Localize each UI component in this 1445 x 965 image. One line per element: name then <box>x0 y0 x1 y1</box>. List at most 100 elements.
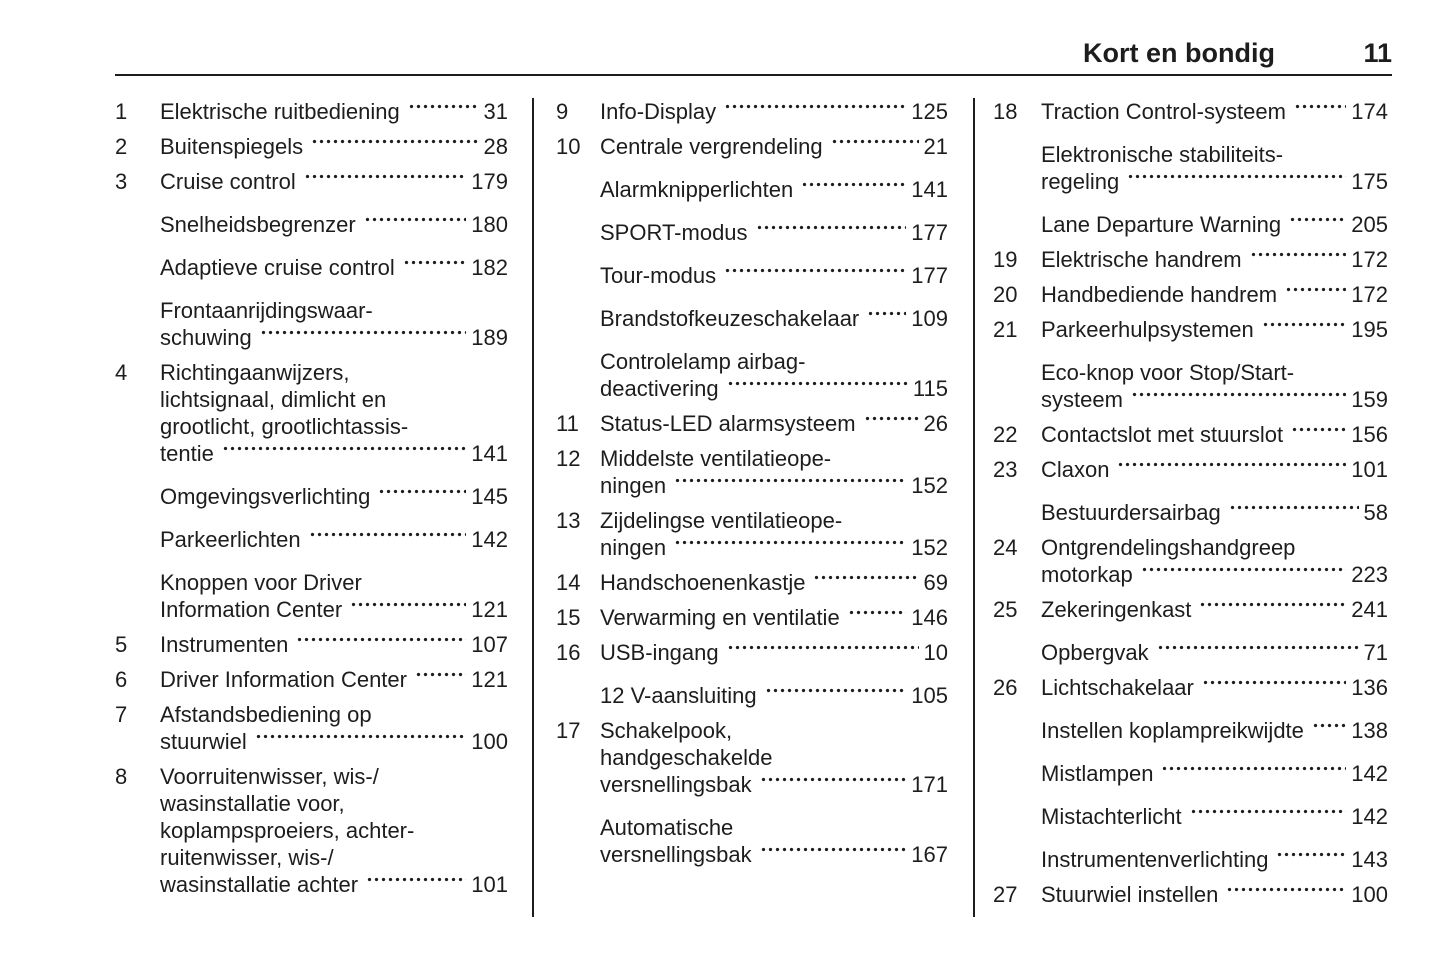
entry-page-ref: 121 <box>471 597 508 622</box>
entry-label-line: handgeschakelde <box>600 745 773 770</box>
index-column-2: 9 Info-Display 125 10 Centrale vergrendeling… <box>556 98 948 917</box>
entry-body: Middelste ventilatieope-ningen 152 <box>600 445 948 499</box>
entry-label: wasinstallatie achter <box>160 872 359 897</box>
entry-label: Zekeringenkast <box>1041 597 1192 622</box>
dot-leader <box>862 410 919 437</box>
index-entry: Knoppen voor Driver Information Center 121 <box>115 569 508 623</box>
entry-number: 18 <box>993 99 1018 124</box>
index-entry: Instellen koplampreikwijdte 138 <box>993 717 1388 744</box>
entry-number: 7 <box>115 702 128 727</box>
dot-leader <box>1129 386 1347 413</box>
entry-page-ref: 143 <box>1351 847 1388 872</box>
dot-leader <box>1155 639 1359 666</box>
dot-leader <box>725 639 919 666</box>
entry-page-ref: 21 <box>923 134 948 159</box>
entry-body: Mistachterlicht 142 <box>1041 803 1388 830</box>
entry-page-ref: 179 <box>471 169 508 194</box>
entry-body: Elektronische stabiliteits-regeling 175 <box>1041 141 1388 195</box>
entry-number: 2 <box>115 134 128 159</box>
index-entry: 18 Traction Control-systeem 174 <box>993 98 1388 125</box>
entry-label-line: Instrumenten 107 <box>160 631 508 658</box>
entry-body: Buitenspiegels 28 <box>160 133 508 160</box>
entry-label: ningen <box>600 473 667 498</box>
index-entry: Instrumentenverlichting 143 <box>993 846 1388 873</box>
entry-number: 1 <box>115 99 128 124</box>
dot-leader <box>349 596 467 623</box>
dot-leader <box>295 631 467 658</box>
entry-page-ref: 152 <box>911 535 948 560</box>
entry-page-ref: 100 <box>1351 882 1388 907</box>
entry-label-line: Handschoenenkastje 69 <box>600 569 948 596</box>
entry-label-line: grootlicht, grootlichtassis- <box>160 414 409 439</box>
index-entry: 13 Zijdelingse ventilatieope-ningen 152 <box>556 507 948 561</box>
column-divider-1 <box>532 98 534 917</box>
entry-body: Lane Departure Warning 205 <box>1041 211 1388 238</box>
entry-body: Brandstofkeuzeschakelaar 109 <box>600 305 948 332</box>
entry-page-ref: 205 <box>1351 212 1388 237</box>
entry-body: Adaptieve cruise control 182 <box>160 254 508 281</box>
entry-label: motorkap <box>1041 562 1133 587</box>
dot-leader <box>800 176 907 203</box>
dot-leader <box>1284 281 1347 308</box>
entry-label: Opbergvak <box>1041 640 1149 665</box>
dot-leader <box>829 133 919 160</box>
entry-body: Lichtschakelaar 136 <box>1041 674 1388 701</box>
index-entry: 25 Zekeringenkast 241 <box>993 596 1388 623</box>
entry-number: 17 <box>556 718 581 743</box>
entry-label-line: Omgevingsverlichting 145 <box>160 483 508 510</box>
index-entry: Parkeerlichten 142 <box>115 526 508 553</box>
entry-label-line: Centrale vergrendeling 21 <box>600 133 948 160</box>
entry-number <box>556 219 600 246</box>
entry-label: Mistachterlicht <box>1041 804 1182 829</box>
dot-leader <box>1126 168 1347 195</box>
entry-body: Elektrische ruitbediening 31 <box>160 98 508 125</box>
dot-leader <box>377 483 467 510</box>
index-entry: SPORT-modus 177 <box>556 219 948 246</box>
index-entry: 1 Elektrische ruitbediening 31 <box>115 98 508 125</box>
index-columns: 1 Elektrische ruitbediening 31 2 Buitenspieg… <box>115 98 1388 917</box>
entry-page-ref: 101 <box>1351 457 1388 482</box>
dot-leader <box>365 871 467 898</box>
entry-label-line: Stuurwiel instellen 100 <box>1041 881 1388 908</box>
entry-number <box>556 348 600 402</box>
entry-label-line: Voorruitenwisser, wis-/ <box>160 764 379 789</box>
entry-label: Instrumenten <box>160 632 289 657</box>
entry-number <box>115 297 160 351</box>
index-entry: Lane Departure Warning 205 <box>993 211 1388 238</box>
entry-label-line: Bestuurdersairbag 58 <box>1041 499 1388 526</box>
entry-label-line: Frontaanrijdingswaar- <box>160 298 373 323</box>
index-entry: Elektronische stabiliteits-regeling 175 <box>993 141 1388 195</box>
entry-page-ref: 241 <box>1351 597 1388 622</box>
entry-label-line: Cruise control 179 <box>160 168 508 195</box>
header-rule <box>115 74 1392 76</box>
index-entry: Automatische versnellingsbak 167 <box>556 814 948 868</box>
index-entry: 12 V-aansluiting 105 <box>556 682 948 709</box>
entry-label-line: lichtsignaal, dimlicht en <box>160 387 387 412</box>
entry-label: Cruise control <box>160 169 296 194</box>
dot-leader <box>401 254 467 281</box>
entry-page-ref: 146 <box>911 605 948 630</box>
entry-label: Buitenspiegels <box>160 134 304 159</box>
entry-label-line: versnellingsbak 167 <box>600 841 948 868</box>
entry-number: 16 <box>556 640 581 665</box>
entry-number <box>556 176 600 203</box>
entry-label-line: Status-LED alarmsysteem 26 <box>600 410 948 437</box>
entry-body: Zekeringenkast 241 <box>1041 596 1388 623</box>
entry-label-line: Knoppen voor Driver <box>160 570 362 595</box>
entry-label-line: Afstandsbediening op <box>160 702 372 727</box>
entry-number: 9 <box>556 99 569 124</box>
entry-body: 12 V-aansluiting 105 <box>600 682 948 709</box>
dot-leader <box>1275 846 1347 873</box>
dot-leader <box>362 211 467 238</box>
entry-label: systeem <box>1041 387 1123 412</box>
entry-number <box>993 499 1041 526</box>
entry-label: versnellingsbak <box>600 842 752 867</box>
dot-leader <box>846 604 907 631</box>
entry-label: Elektrische handrem <box>1041 247 1242 272</box>
entry-label-line: Handbediende handrem 172 <box>1041 281 1388 308</box>
entry-label: Lane Departure Warning <box>1041 212 1282 237</box>
index-entry: 22 Contactslot met stuurslot 156 <box>993 421 1388 448</box>
dot-leader <box>1292 98 1347 125</box>
entry-label: ningen <box>600 535 667 560</box>
entry-label-line: Driver Information Center 121 <box>160 666 508 693</box>
